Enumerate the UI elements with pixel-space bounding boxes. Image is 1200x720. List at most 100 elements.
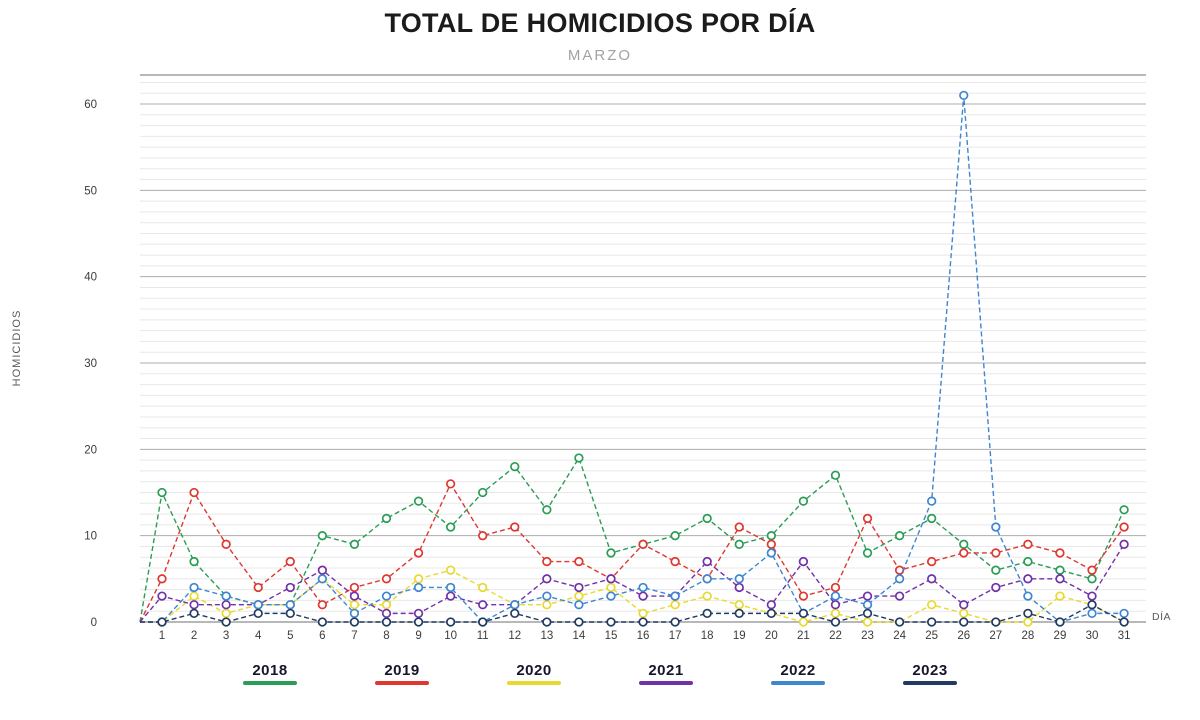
data-point-2021-day28 bbox=[1023, 574, 1033, 584]
data-point-2018-day19 bbox=[734, 539, 744, 549]
data-point-2023-day2 bbox=[189, 608, 199, 619]
data-point-2020-day26 bbox=[959, 608, 969, 619]
data-point-2018-day10 bbox=[445, 522, 456, 532]
data-point-2019-day14 bbox=[574, 556, 584, 567]
data-point-2023-day17 bbox=[670, 617, 680, 627]
chart-legend: 2018 2019 2020 2021 2022 2023 bbox=[0, 662, 1200, 685]
legend-item-2019: 2019 bbox=[373, 662, 431, 685]
data-point-2023-day30 bbox=[1087, 600, 1097, 610]
data-point-2019-day3 bbox=[221, 539, 231, 549]
data-point-2022-day3 bbox=[221, 591, 231, 601]
data-point-2018-day13 bbox=[542, 505, 552, 515]
data-point-2018-day17 bbox=[670, 531, 680, 541]
data-point-2023-day12 bbox=[510, 608, 520, 619]
data-point-2022-day17 bbox=[670, 591, 680, 601]
data-point-2019-day23 bbox=[862, 513, 873, 524]
x-tick-label: 1 bbox=[159, 630, 165, 642]
series-line-2019 bbox=[139, 482, 1125, 623]
data-point-2021-day6 bbox=[317, 565, 328, 575]
data-point-2018-day20 bbox=[766, 531, 776, 541]
legend-label-2019: 2019 bbox=[384, 662, 420, 679]
data-point-2019-day9 bbox=[413, 548, 424, 558]
data-point-2020-day16 bbox=[638, 608, 648, 619]
data-point-2020-day15 bbox=[606, 582, 616, 593]
data-point-2023-day23 bbox=[862, 608, 873, 619]
data-point-2021-day31 bbox=[1119, 539, 1129, 549]
data-point-2023-day8 bbox=[381, 617, 392, 627]
legend-item-2021: 2021 bbox=[637, 662, 695, 685]
data-point-2022-day15 bbox=[606, 591, 616, 601]
data-point-2020-day14 bbox=[574, 591, 584, 601]
data-point-2019-day10 bbox=[445, 479, 456, 489]
data-point-2022-day31 bbox=[1119, 608, 1129, 619]
data-point-2020-day3 bbox=[221, 608, 231, 619]
data-point-2019-day4 bbox=[253, 582, 263, 593]
data-point-2022-day24 bbox=[894, 574, 905, 584]
data-point-2021-day15 bbox=[606, 574, 616, 584]
data-point-2019-day16 bbox=[638, 539, 648, 549]
data-point-2022-day23 bbox=[862, 600, 873, 610]
data-point-2023-day31 bbox=[1119, 617, 1129, 627]
data-point-2021-day23 bbox=[862, 591, 873, 601]
data-point-2021-day18 bbox=[702, 556, 712, 567]
data-point-2023-day4 bbox=[253, 608, 263, 619]
data-point-2019-day24 bbox=[894, 565, 905, 575]
data-point-2023-day6 bbox=[317, 617, 328, 627]
data-point-2019-day11 bbox=[478, 531, 488, 541]
data-point-2018-day26 bbox=[959, 539, 969, 549]
data-point-2022-day22 bbox=[830, 591, 841, 601]
data-point-2023-day29 bbox=[1055, 617, 1065, 627]
data-point-2019-day29 bbox=[1055, 548, 1065, 558]
data-point-2018-day7 bbox=[349, 539, 360, 549]
data-point-2021-day13 bbox=[542, 574, 552, 584]
data-point-2021-day20 bbox=[766, 600, 776, 610]
x-tick-label: 19 bbox=[733, 630, 746, 642]
data-point-2022-day12 bbox=[510, 600, 520, 610]
legend-swatch-2020 bbox=[507, 681, 561, 685]
x-tick-label: 24 bbox=[893, 630, 906, 642]
data-point-2022-day26 bbox=[959, 90, 969, 101]
data-point-2020-day10 bbox=[445, 565, 456, 575]
data-point-2018-day31 bbox=[1119, 505, 1129, 515]
data-point-2021-day24 bbox=[894, 591, 905, 601]
legend-swatch-2019 bbox=[375, 681, 429, 685]
data-point-2018-day18 bbox=[702, 513, 712, 524]
y-axis-title: HOMICIDIOS bbox=[11, 309, 23, 387]
y-tick-label: 20 bbox=[84, 444, 97, 456]
series-2019 bbox=[139, 479, 1129, 623]
data-point-2022-day9 bbox=[413, 582, 424, 593]
data-point-2022-day28 bbox=[1023, 591, 1033, 601]
data-point-2020-day23 bbox=[862, 617, 873, 627]
data-point-2022-day5 bbox=[285, 600, 295, 610]
data-point-2021-day8 bbox=[381, 608, 392, 619]
x-tick-label: 18 bbox=[701, 630, 714, 642]
data-point-2019-day21 bbox=[798, 591, 809, 601]
data-point-2023-day26 bbox=[959, 617, 969, 627]
series-line-2018 bbox=[139, 456, 1125, 623]
data-point-2023-day19 bbox=[734, 608, 744, 619]
data-point-2022-day8 bbox=[381, 591, 392, 601]
data-point-2023-day25 bbox=[927, 617, 937, 627]
data-point-2023-day27 bbox=[991, 617, 1001, 627]
data-point-2018-day27 bbox=[991, 565, 1001, 575]
data-point-2021-day22 bbox=[830, 600, 841, 610]
data-point-2019-day26 bbox=[959, 548, 969, 558]
data-point-2018-day28 bbox=[1023, 556, 1033, 567]
legend-label-2021: 2021 bbox=[648, 662, 684, 679]
data-point-2018-day12 bbox=[510, 461, 520, 472]
x-tick-label: 11 bbox=[477, 630, 489, 642]
data-point-2020-day22 bbox=[830, 608, 841, 619]
x-tick-label: 25 bbox=[925, 630, 938, 642]
series-line-2022 bbox=[140, 95, 1125, 623]
x-tick-label: 14 bbox=[573, 630, 586, 642]
data-point-2023-day1 bbox=[157, 617, 167, 627]
data-point-2021-day16 bbox=[638, 591, 648, 601]
data-point-2022-day16 bbox=[638, 582, 648, 593]
data-point-2020-day2 bbox=[189, 591, 199, 601]
series-line-2020 bbox=[140, 569, 1125, 623]
data-point-2020-day13 bbox=[542, 600, 552, 610]
chart-subtitle: MARZO bbox=[567, 47, 633, 64]
data-point-2018-day30 bbox=[1087, 574, 1097, 584]
data-point-2020-day8 bbox=[381, 600, 392, 610]
